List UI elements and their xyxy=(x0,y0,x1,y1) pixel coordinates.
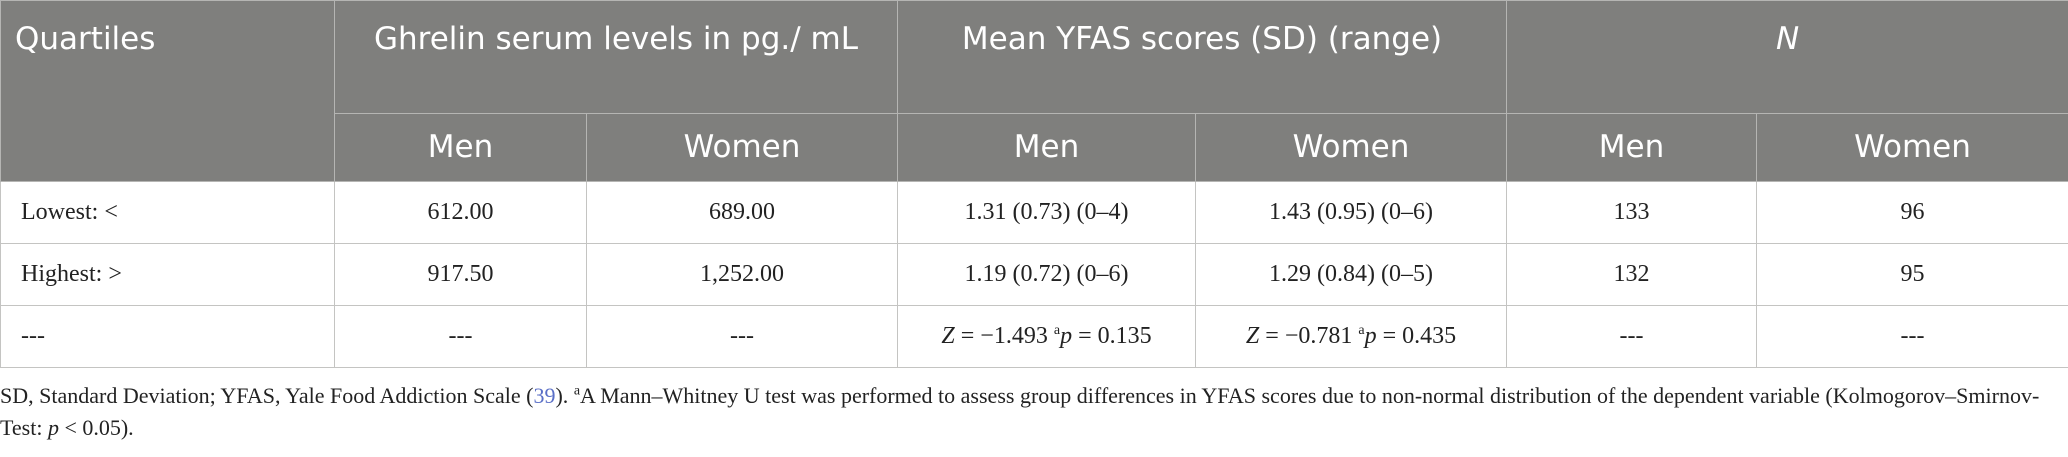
subheader-yfas-men: Men xyxy=(897,113,1197,182)
p-symbol: p xyxy=(1060,323,1073,349)
z-value: = −0.781 xyxy=(1259,323,1359,349)
z-symbol: Z xyxy=(1245,323,1260,349)
header-quartiles: Quartiles xyxy=(0,0,335,182)
z-value: = −1.493 xyxy=(954,323,1054,349)
header-n: N xyxy=(1506,0,2068,114)
subheader-n-men: Men xyxy=(1506,113,1758,182)
row-label: Lowest: < xyxy=(0,181,335,244)
p-value: = 0.435 xyxy=(1376,323,1457,349)
footnote-text: SD, Standard Deviation; YFAS, Yale Food … xyxy=(0,383,534,408)
cell-test-men: Z = −1.493 ap = 0.135 xyxy=(897,305,1197,368)
table-row: Lowest: < 612.00 689.00 1.31 (0.73) (0–4… xyxy=(0,181,2068,244)
z-symbol: Z xyxy=(941,323,955,349)
footnote-marker: a xyxy=(1053,323,1061,338)
row-label: --- xyxy=(0,305,335,368)
cell-ghrelin-men: --- xyxy=(334,305,587,368)
p-symbol: p xyxy=(47,415,59,440)
cell-yfas-men: 1.19 (0.72) (0–6) xyxy=(897,243,1197,306)
cell-ghrelin-women: --- xyxy=(585,305,899,368)
footnote-text: ). xyxy=(555,383,574,408)
footnote-text: < 0.05). xyxy=(58,415,134,440)
cell-ghrelin-women: 1,252.00 xyxy=(585,243,899,306)
row-label: Highest: > xyxy=(0,243,335,306)
subheader-ghrelin-men: Men xyxy=(334,113,587,182)
subheader-yfas-women: Women xyxy=(1195,113,1508,182)
table-row: Highest: > 917.50 1,252.00 1.19 (0.72) (… xyxy=(0,243,2068,306)
cell-n-women: 95 xyxy=(1756,243,2068,306)
header-row-1: Quartiles Ghrelin serum levels in pg./ m… xyxy=(0,0,2068,182)
cell-test-women: Z = −0.781 ap = 0.435 xyxy=(1195,305,1508,368)
subheader-n-women: Women xyxy=(1756,113,2068,182)
footnote-marker: a xyxy=(573,383,581,399)
data-table: Quartiles Ghrelin serum levels in pg./ m… xyxy=(0,0,2068,368)
table-footnote: SD, Standard Deviation; YFAS, Yale Food … xyxy=(0,380,2040,444)
cell-n-men: --- xyxy=(1506,305,1758,368)
cell-ghrelin-women: 689.00 xyxy=(585,181,899,244)
p-symbol: p xyxy=(1364,323,1377,349)
cell-n-men: 132 xyxy=(1506,243,1758,306)
cell-n-men: 133 xyxy=(1506,181,1758,244)
footnote-marker: a xyxy=(1358,323,1365,338)
cell-yfas-women: 1.43 (0.95) (0–6) xyxy=(1195,181,1508,244)
subheader-ghrelin-women: Women xyxy=(585,113,899,182)
cell-ghrelin-men: 917.50 xyxy=(334,243,587,306)
header-mean-yfas: Mean YFAS scores (SD) (range) xyxy=(897,0,1508,114)
p-value: = 0.135 xyxy=(1072,323,1152,349)
cell-n-women: --- xyxy=(1756,305,2068,368)
footnote-text: A Mann–Whitney U test was performed to a… xyxy=(0,383,2040,440)
reference-link[interactable]: 39 xyxy=(533,383,556,408)
cell-n-women: 96 xyxy=(1756,181,2068,244)
header-ghrelin: Ghrelin serum levels in pg./ mL xyxy=(333,0,899,114)
header-row-2: Men Women Men Women Men Women xyxy=(1,113,2068,182)
cell-ghrelin-men: 612.00 xyxy=(334,181,587,244)
cell-yfas-women: 1.29 (0.84) (0–5) xyxy=(1195,243,1508,306)
table-row: --- --- --- Z = −1.493 ap = 0.135 Z = −0… xyxy=(0,305,2068,368)
cell-yfas-men: 1.31 (0.73) (0–4) xyxy=(897,181,1197,244)
